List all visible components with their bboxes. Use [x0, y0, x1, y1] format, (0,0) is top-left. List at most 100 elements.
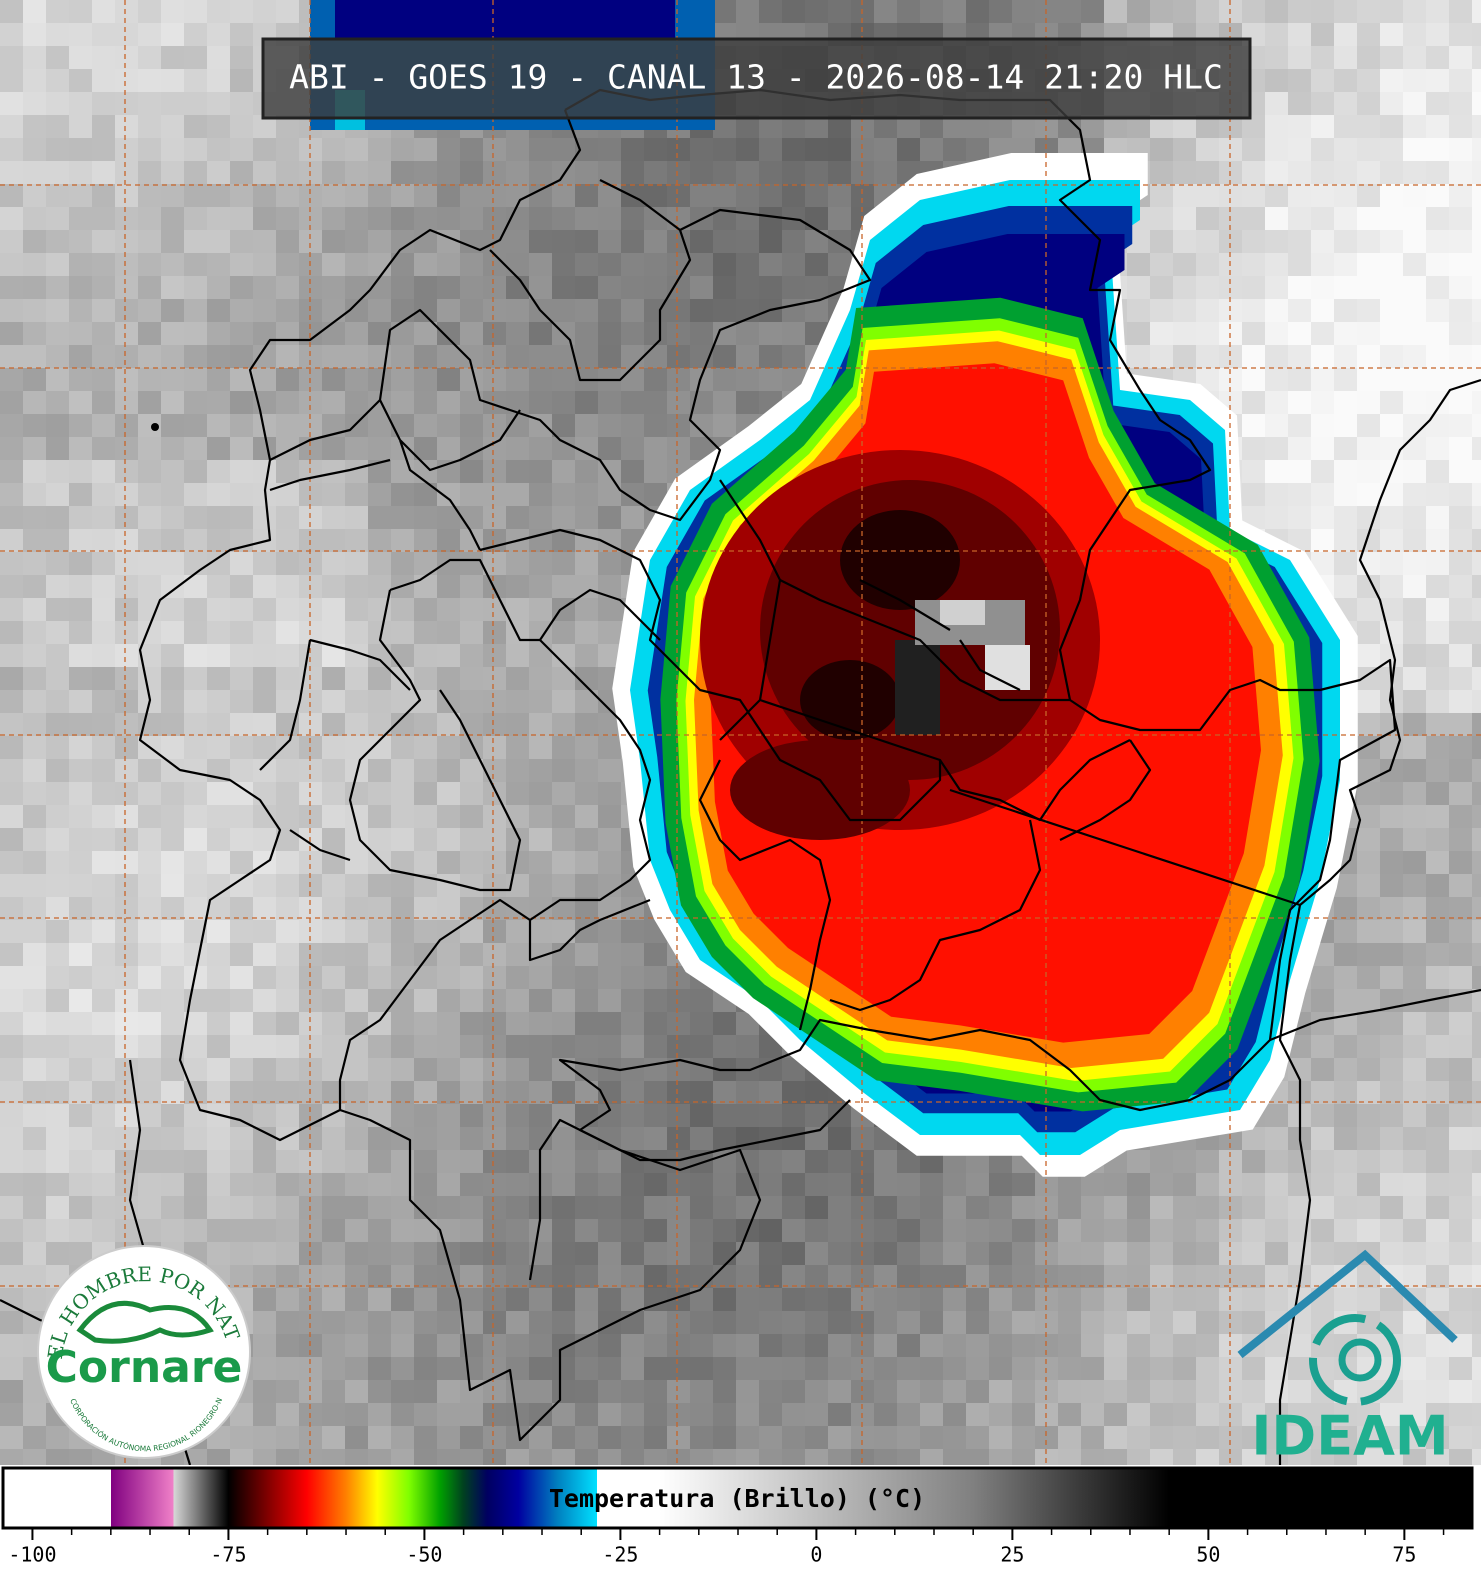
cloud-pixel: [322, 1380, 346, 1404]
cloud-pixel: [575, 1426, 599, 1450]
cloud-pixel: [345, 1219, 369, 1243]
cloud-pixel: [1403, 483, 1427, 507]
cloud-pixel: [575, 989, 599, 1013]
cloud-pixel: [230, 552, 254, 576]
cloud-pixel: [575, 1403, 599, 1427]
cloud-pixel: [1242, 230, 1266, 254]
cloud-pixel: [1334, 391, 1358, 415]
cloud-pixel: [161, 115, 185, 139]
cloud-pixel: [598, 230, 622, 254]
cloud-pixel: [161, 368, 185, 392]
cloud-pixel: [1449, 851, 1473, 875]
cloud-pixel: [575, 1150, 599, 1174]
cloud-pixel: [1334, 276, 1358, 300]
cloud-pixel: [368, 230, 392, 254]
cloud-pixel: [115, 414, 139, 438]
cloud-pixel: [552, 506, 576, 530]
cloud-pixel: [1288, 414, 1312, 438]
cloud-pixel: [529, 207, 553, 231]
cloud-pixel: [345, 1403, 369, 1427]
cloud-pixel: [1426, 575, 1450, 599]
cloud-pixel: [23, 713, 47, 737]
cloud-pixel: [391, 1219, 415, 1243]
cloud-pixel: [851, 1334, 875, 1358]
cloud-pixel: [621, 207, 645, 231]
cloud-pixel: [1219, 1242, 1243, 1266]
cloud-pixel: [1196, 1196, 1220, 1220]
cloud-pixel: [138, 253, 162, 277]
cloud-pixel: [299, 437, 323, 461]
cloud-pixel: [345, 368, 369, 392]
cloud-pixel: [1035, 1357, 1059, 1381]
cloud-pixel: [345, 920, 369, 944]
cloud-pixel: [1196, 0, 1220, 24]
cloud-pixel: [1265, 1104, 1289, 1128]
cloud-pixel: [575, 483, 599, 507]
cloud-pixel: [1403, 529, 1427, 553]
cloud-pixel: [736, 1173, 760, 1197]
cloud-pixel: [552, 759, 576, 783]
cloud-pixel: [184, 92, 208, 116]
cloud-pixel: [460, 1035, 484, 1059]
cloud-pixel: [1357, 851, 1381, 875]
cloud-pixel: [736, 1449, 760, 1465]
cloud-pixel: [966, 1334, 990, 1358]
cloud-pixel: [1219, 368, 1243, 392]
cloud-pixel: [483, 1265, 507, 1289]
cloud-pixel: [437, 782, 461, 806]
cloud-pixel: [1403, 1035, 1427, 1059]
cloud-pixel: [1380, 253, 1404, 277]
cloud-pixel: [437, 184, 461, 208]
cloud-pixel: [368, 184, 392, 208]
cloud-pixel: [184, 736, 208, 760]
cloud-pixel: [1288, 1380, 1312, 1404]
cloud-pixel: [575, 966, 599, 990]
cloud-pixel: [437, 1449, 461, 1465]
cloud-pixel: [621, 1219, 645, 1243]
cloud-pixel: [1334, 1104, 1358, 1128]
cloud-pixel: [414, 1357, 438, 1381]
cloud-pixel: [1472, 437, 1481, 461]
cloud-pixel: [345, 598, 369, 622]
cloud-pixel: [506, 920, 530, 944]
cloud-pixel: [874, 1311, 898, 1335]
cloud-pixel: [621, 1035, 645, 1059]
cloud-pixel: [1104, 1380, 1128, 1404]
cloud-pixel: [437, 1426, 461, 1450]
cloud-pixel: [92, 115, 116, 139]
cloud-pixel: [184, 644, 208, 668]
cloud-pixel: [1334, 920, 1358, 944]
cloud-pixel: [92, 529, 116, 553]
cloud-pixel: [460, 253, 484, 277]
cloud-pixel: [851, 161, 875, 185]
cloud-pixel: [69, 713, 93, 737]
cloud-pixel: [23, 575, 47, 599]
cloud-pixel: [621, 276, 645, 300]
cloud-pixel: [46, 115, 70, 139]
cloud-pixel: [92, 460, 116, 484]
cloud-pixel: [69, 1035, 93, 1059]
cloud-pixel: [1288, 437, 1312, 461]
cloud-pixel: [184, 23, 208, 47]
cloud-pixel: [1426, 897, 1450, 921]
cloud-pixel: [115, 759, 139, 783]
cloud-pixel: [1380, 1449, 1404, 1465]
cloud-pixel: [414, 805, 438, 829]
cloud-pixel: [1265, 368, 1289, 392]
cloud-pixel: [1334, 0, 1358, 24]
cloud-pixel: [1242, 161, 1266, 185]
cloud-pixel: [1334, 1219, 1358, 1243]
cloud-pixel: [713, 276, 737, 300]
cloud-pixel: [23, 1449, 47, 1465]
cloud-pixel: [322, 736, 346, 760]
cloud-pixel: [644, 1403, 668, 1427]
cloud-pixel: [1403, 437, 1427, 461]
cloud-pixel: [1334, 1288, 1358, 1312]
cloud-pixel: [69, 690, 93, 714]
cloud-pixel: [1426, 713, 1450, 737]
cloud-pixel: [483, 1173, 507, 1197]
cloud-pixel: [506, 690, 530, 714]
cloud-pixel: [23, 851, 47, 875]
cloud-pixel: [1472, 1127, 1481, 1151]
cloud-pixel: [759, 1426, 783, 1450]
